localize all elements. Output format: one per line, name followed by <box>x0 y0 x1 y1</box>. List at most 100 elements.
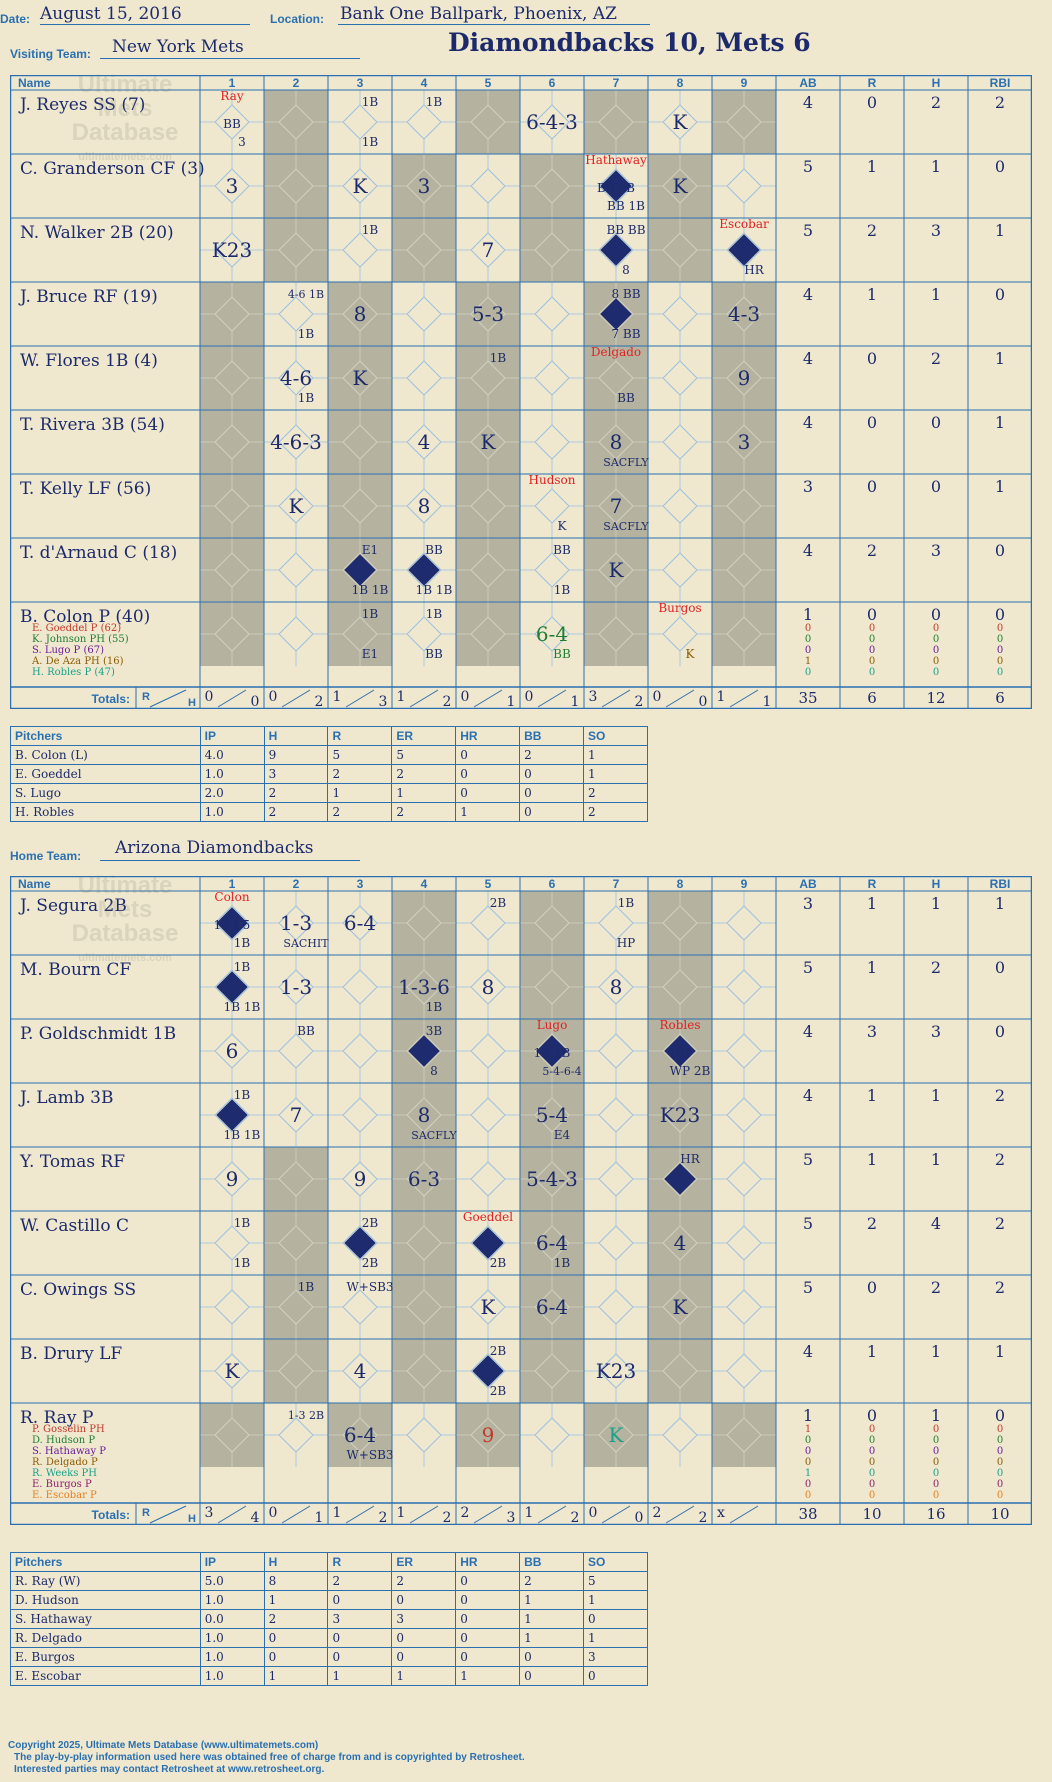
batter-stat: 5 <box>803 958 813 977</box>
inning-hits-total: 2 <box>443 1510 452 1525</box>
inning-header: 9 <box>741 76 748 90</box>
totals-h-key: H <box>188 697 196 709</box>
batter-stat: 1 <box>803 1406 813 1425</box>
pitcher-stat: 0 <box>327 1647 393 1667</box>
inning-runs-total: 1 <box>333 1505 342 1521</box>
team-stat-total: 35 <box>798 689 817 707</box>
play-notation: BB <box>297 1024 315 1038</box>
play-notation: 6-4 <box>344 1423 376 1447</box>
pitching-stat-header: SO <box>583 1552 648 1572</box>
pitcher-stat: 0 <box>391 1628 457 1648</box>
pitching-stat-header: BB <box>519 726 585 746</box>
pitcher-stat: 0 <box>519 1666 585 1686</box>
stat-column-header: AB <box>799 76 817 90</box>
play-notation: K23 <box>212 238 252 262</box>
play-notation: 1B <box>362 135 379 149</box>
pitcher-name: B. Colon (L) <box>10 745 201 765</box>
totals-r-key: R <box>142 1507 150 1519</box>
play-notation: 1B 1B <box>416 583 453 597</box>
pitching-stat-header: BB <box>519 1552 585 1572</box>
substitute-stat: 0 <box>997 1435 1003 1446</box>
pitcher-stat: 2 <box>263 802 329 822</box>
play-notation: SACFLY <box>411 1129 457 1142</box>
batter-stat: 4 <box>803 349 813 368</box>
substitute-name: E. Escobar P <box>32 1490 97 1501</box>
pitcher-stat: 5 <box>327 745 393 765</box>
batter-stat: 4 <box>803 1086 813 1105</box>
batter-name: B. Colon P (40) <box>20 607 150 627</box>
play-notation: 7 <box>610 494 623 518</box>
play-notation: BB <box>223 117 241 131</box>
stat-column-header: R <box>868 877 877 891</box>
game-location: Bank One Ballpark, Phoenix, AZ <box>340 4 617 24</box>
pitcher-name: R. Delgado <box>10 1628 201 1648</box>
play-notation: 1B <box>234 1088 251 1102</box>
batter-name: Y. Tomas RF <box>19 1152 125 1172</box>
watermark-text: Database <box>71 920 179 947</box>
substitute-stat: 0 <box>869 667 875 678</box>
inning-runs-total: 3 <box>205 1505 214 1521</box>
pitcher-row: H. Robles 1.0 2 2 2 1 0 2 <box>10 802 648 822</box>
team-stat-total: 10 <box>990 1505 1009 1523</box>
inning-header: 6 <box>549 76 556 90</box>
substitute-stat: 0 <box>869 1457 875 1468</box>
pitcher-stat: 1.0 <box>199 1628 265 1648</box>
substitute-stat: 0 <box>933 656 939 667</box>
pitcher-stat: 1 <box>327 1666 393 1686</box>
inning-runs-total: 0 <box>525 689 534 705</box>
substitute-stat: 1 <box>805 1424 811 1435</box>
inning-runs-total: 0 <box>269 689 278 705</box>
pitcher-stat: 1 <box>583 1628 648 1648</box>
play-notation: 7 <box>290 1103 303 1127</box>
substitute-stat: 0 <box>933 1457 939 1468</box>
inning-runs-total: x <box>717 1505 725 1521</box>
play-notation: 1B <box>234 936 251 950</box>
pitcher-stat: 0 <box>455 783 521 803</box>
stat-column-header: H <box>932 76 941 90</box>
batter-stat: 1 <box>995 221 1005 240</box>
pitcher-stat: 0 <box>455 1628 521 1648</box>
play-notation: SACFLY <box>603 520 649 533</box>
batter-stat: 3 <box>803 894 813 913</box>
inning-header: 4 <box>421 76 428 90</box>
visitors-scorecard: Name 1 2 3 4 5 6 7 8 9 AB R H RBI J. Reyes SS (7) 4 0 2 2 C… <box>9 73 1033 714</box>
batter-stat: 1 <box>803 605 813 624</box>
pitching-stat-header: IP <box>199 1552 265 1572</box>
play-notation: 1B <box>298 327 315 341</box>
watermark-url: ultimatemets.com <box>78 952 172 964</box>
pitcher-stat: 4.0 <box>199 745 265 765</box>
play-notation: K <box>686 647 696 661</box>
batter-stat: 0 <box>995 605 1005 624</box>
stat-column-header: RBI <box>990 76 1011 90</box>
pitcher-stat: 2.0 <box>199 783 265 803</box>
batter-stat: 1 <box>995 349 1005 368</box>
inning-runs-total: 3 <box>589 689 598 705</box>
inning-header: 5 <box>485 877 492 891</box>
play-notation: 8 <box>354 302 367 326</box>
play-notation: E4 <box>554 1128 571 1142</box>
inning-hits-total: 4 <box>251 1510 260 1525</box>
run-scored-diamond <box>472 1227 504 1259</box>
batter-stat: 1 <box>867 1086 877 1105</box>
pitcher-stat: 1 <box>583 1590 648 1610</box>
play-notation: 2B <box>490 1344 507 1358</box>
pitcher-stat: 1 <box>455 1666 521 1686</box>
play-notation: 1B <box>298 391 315 405</box>
play-notation: 1B <box>426 95 443 109</box>
batter-stat: 1 <box>931 894 941 913</box>
batter-stat: 2 <box>867 1214 877 1233</box>
batter-stat: 2 <box>931 1278 941 1297</box>
substitute-stat: 0 <box>805 1435 811 1446</box>
substitute-stat: 0 <box>933 667 939 678</box>
pitcher-stat: 0 <box>455 1571 521 1591</box>
pitcher-stat: 0 <box>391 1590 457 1610</box>
run-scored-diamond <box>536 1035 568 1067</box>
pitcher-stat: 2 <box>391 802 457 822</box>
pitcher-stat: 2 <box>391 764 457 784</box>
play-notation: WP 2B <box>670 1064 711 1078</box>
pitcher-stat: 1 <box>519 1628 585 1648</box>
play-notation: K <box>353 366 369 390</box>
pitcher-stat: 2 <box>263 783 329 803</box>
pitching-stat-header: R <box>327 1552 393 1572</box>
inning-header: 1 <box>229 76 236 90</box>
